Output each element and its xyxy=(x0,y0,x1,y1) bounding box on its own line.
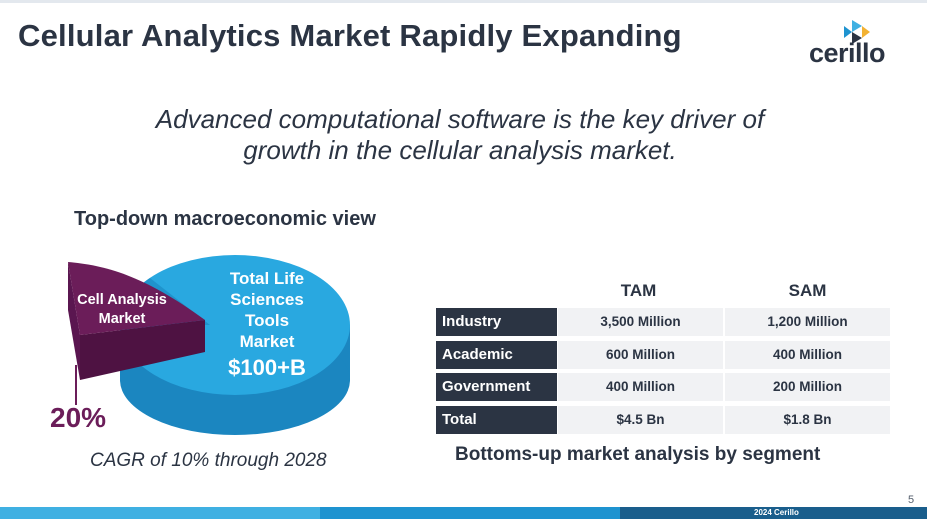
subtitle-line-2: growth in the cellular analysis market. xyxy=(243,135,677,165)
subtitle-line-1: Advanced computational software is the k… xyxy=(155,104,765,134)
market-pie-chart: Total Life Sciences Tools Market $100+B … xyxy=(40,240,360,450)
pie-cell-top xyxy=(68,262,205,335)
cell-industry-sam: 1,200 Million xyxy=(725,308,890,336)
row-label-academic: Academic xyxy=(436,341,557,369)
pie-heading: Top-down macroeconomic view xyxy=(74,208,376,230)
col-header-sam: SAM xyxy=(788,281,827,300)
copyright-text: 2024 Cerillo xyxy=(754,508,799,517)
pie-cell-side xyxy=(80,320,205,380)
top-rule xyxy=(0,0,927,3)
pie-total-top xyxy=(120,255,350,395)
pie-total-value: $100+B xyxy=(228,355,306,380)
cagr-note: CAGR of 10% through 2028 xyxy=(90,450,327,471)
pie-total-label-line: Market xyxy=(239,332,295,351)
table-caption: Bottoms-up market analysis by segment xyxy=(455,444,821,465)
pie-graphic xyxy=(68,255,350,435)
col-header-tam: TAM xyxy=(620,281,657,300)
page-number: 5 xyxy=(908,494,915,506)
row-label-industry: Industry xyxy=(436,308,557,336)
pie-cell-label: Cell Analysis Market xyxy=(62,291,182,329)
footer-segment xyxy=(620,507,927,519)
pie-cell-side-2 xyxy=(68,262,80,380)
footer-bar xyxy=(0,507,927,519)
cell-government-tam: 400 Million xyxy=(558,373,723,401)
cell-academic-sam: 400 Million xyxy=(725,341,890,369)
cell-total-sam: $1.8 Bn xyxy=(725,406,890,434)
cell-total-tam: $4.5 Bn xyxy=(558,406,723,434)
pie-total-label-line: Tools xyxy=(244,311,290,330)
cell-academic-tam: 600 Million xyxy=(558,341,723,369)
cerillo-logo: cerillo xyxy=(806,18,896,68)
pie-cell-label-line: Cell Analysis xyxy=(77,292,167,308)
footer-segment xyxy=(320,507,620,519)
pie-total-label-line: Sciences xyxy=(230,290,304,309)
slide-subtitle: Advanced computational software is the k… xyxy=(60,104,860,166)
logo-wordmark: cerillo xyxy=(809,38,886,68)
pie-total-label: Total Life Sciences Tools Market xyxy=(212,268,322,352)
footer-segment xyxy=(0,507,320,519)
cell-percent: 20% xyxy=(50,402,107,433)
row-label-government: Government xyxy=(436,373,557,401)
pie-total-label-line: Total Life xyxy=(229,269,305,288)
row-label-total: Total xyxy=(436,406,557,434)
cell-industry-tam: 3,500 Million xyxy=(558,308,723,336)
cell-government-sam: 200 Million xyxy=(725,373,890,401)
logo-mark-icon xyxy=(844,20,870,44)
slide-title: Cellular Analytics Market Rapidly Expand… xyxy=(18,18,682,53)
pie-cell-label-line: Market xyxy=(98,311,146,327)
